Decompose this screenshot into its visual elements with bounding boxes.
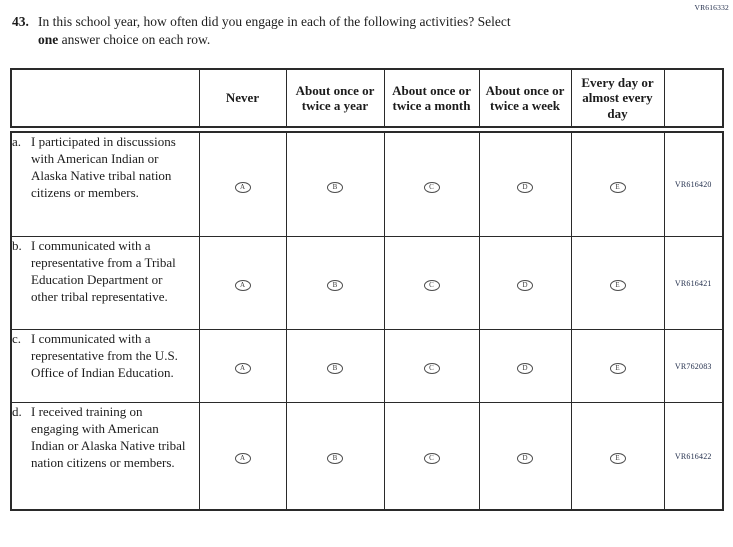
row-c-cell-never: A bbox=[198, 329, 287, 403]
row-a-cell-month: C bbox=[383, 129, 480, 237]
row-d-stem: d. I received training on engaging with … bbox=[10, 402, 200, 511]
answer-bubble-a[interactable]: A bbox=[234, 453, 251, 464]
answer-bubble-a[interactable]: A bbox=[234, 181, 251, 193]
row-b-cell-everyday: E bbox=[570, 236, 665, 330]
row-b-label: b. bbox=[12, 238, 22, 253]
row-d-label: d. bbox=[12, 404, 22, 419]
header-once-twice-year: About once or twice a year bbox=[285, 68, 385, 133]
answer-bubble-e[interactable]: E bbox=[609, 280, 626, 291]
row-b-code: VR616421 bbox=[663, 236, 724, 330]
header-stem-blank bbox=[10, 68, 200, 133]
answer-bubble-c[interactable]: C bbox=[423, 453, 440, 464]
answer-bubble-a[interactable]: A bbox=[234, 280, 251, 291]
row-a-label: a. bbox=[12, 134, 22, 149]
row-c-text: I communicated with a representative fro… bbox=[31, 331, 178, 381]
question-line-2: one answer choice on each row. bbox=[38, 31, 662, 49]
row-b-stem: b. I communicated with a representative … bbox=[10, 236, 200, 330]
question-line-1: In this school year, how often did you e… bbox=[38, 14, 511, 29]
answer-bubble-b[interactable]: B bbox=[327, 280, 343, 291]
answer-bubble-c[interactable]: C bbox=[423, 363, 440, 374]
row-d-cell-never: A bbox=[198, 402, 287, 511]
page-code: VR616332 bbox=[694, 3, 729, 12]
row-c-label: c. bbox=[12, 331, 22, 346]
question-bold-word: one bbox=[38, 31, 59, 47]
row-a-code: VR616420 bbox=[663, 129, 724, 237]
row-a-stem: a. I participated in discussions with Am… bbox=[10, 129, 200, 237]
answer-bubble-b[interactable]: B bbox=[327, 363, 343, 374]
row-b-cell-year: B bbox=[285, 236, 385, 330]
row-a-cell-everyday: E bbox=[570, 129, 665, 237]
row-b-cell-week: D bbox=[478, 236, 572, 330]
table-row-a: a. I participated in discussions with Am… bbox=[10, 129, 724, 237]
row-d-code: VR616422 bbox=[663, 402, 724, 511]
row-a-cell-never: A bbox=[198, 129, 287, 237]
row-d-cell-everyday: E bbox=[570, 402, 665, 511]
row-a-cell-year: B bbox=[285, 129, 385, 237]
header-once-twice-month: About once or twice a month bbox=[383, 68, 480, 133]
header-never: Never bbox=[198, 68, 287, 133]
header-every-day: Every day or almost every day bbox=[570, 68, 665, 133]
row-c-cell-everyday: E bbox=[570, 329, 665, 403]
row-c-cell-month: C bbox=[383, 329, 480, 403]
answer-grid-table: Never About once or twice a year About o… bbox=[10, 68, 724, 511]
answer-bubble-c[interactable]: C bbox=[423, 280, 440, 291]
table-row-c: c. I communicated with a representative … bbox=[10, 329, 724, 403]
row-d-cell-week: D bbox=[478, 402, 572, 511]
answer-bubble-d[interactable]: D bbox=[517, 453, 533, 464]
header-code-blank bbox=[663, 68, 724, 133]
question-number: 43. bbox=[12, 14, 29, 29]
row-c-stem: c. I communicated with a representative … bbox=[10, 329, 200, 403]
question-block: 43. In this school year, how often did y… bbox=[12, 13, 662, 49]
row-b-cell-never: A bbox=[198, 236, 287, 330]
row-c-cell-year: B bbox=[285, 329, 385, 403]
answer-bubble-e[interactable]: E bbox=[609, 363, 626, 374]
answer-bubble-a[interactable]: A bbox=[234, 363, 251, 374]
question-text: In this school year, how often did you e… bbox=[38, 13, 662, 49]
table-header-row: Never About once or twice a year About o… bbox=[10, 68, 724, 133]
row-d-text: I received training on engaging with Ame… bbox=[31, 404, 186, 471]
row-c-code: VR762083 bbox=[663, 329, 724, 403]
row-c-cell-week: D bbox=[478, 329, 572, 403]
answer-bubble-d[interactable]: D bbox=[517, 363, 533, 374]
table-row-d: d. I received training on engaging with … bbox=[10, 402, 724, 511]
row-a-cell-week: D bbox=[478, 129, 572, 237]
row-a-text: I participated in discussions with Ameri… bbox=[31, 134, 176, 201]
row-b-cell-month: C bbox=[383, 236, 480, 330]
row-b-text: I communicated with a representative fro… bbox=[31, 238, 176, 305]
answer-bubble-d[interactable]: D bbox=[517, 280, 533, 291]
row-d-cell-month: C bbox=[383, 402, 480, 511]
answer-bubble-e[interactable]: E bbox=[609, 181, 626, 193]
answer-bubble-c[interactable]: C bbox=[423, 181, 440, 193]
answer-bubble-d[interactable]: D bbox=[517, 181, 533, 193]
answer-bubble-b[interactable]: B bbox=[327, 181, 343, 193]
row-d-cell-year: B bbox=[285, 402, 385, 511]
answer-bubble-b[interactable]: B bbox=[327, 453, 343, 464]
header-once-twice-week: About once or twice a week bbox=[478, 68, 572, 133]
answer-bubble-e[interactable]: E bbox=[609, 453, 626, 464]
question-line-2-rest: answer choice on each row. bbox=[58, 31, 211, 47]
table-row-b: b. I communicated with a representative … bbox=[10, 236, 724, 330]
